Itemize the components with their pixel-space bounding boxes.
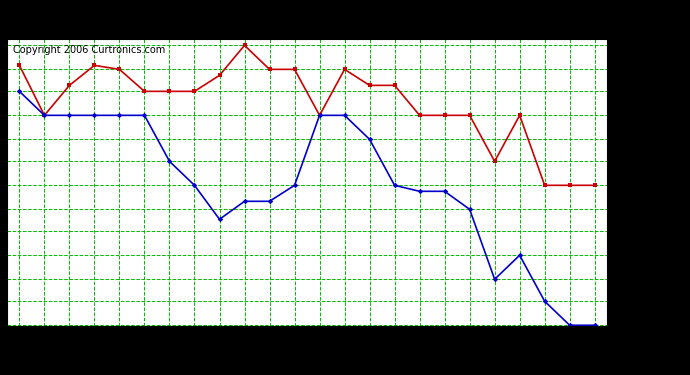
Text: Outdoor Temperature (vs) Wind Chill (Last 24 Hours) Thu Feb 16 00:00: Outdoor Temperature (vs) Wind Chill (Las… bbox=[41, 11, 649, 26]
Text: Copyright 2006 Curtronics.com: Copyright 2006 Curtronics.com bbox=[13, 45, 165, 55]
